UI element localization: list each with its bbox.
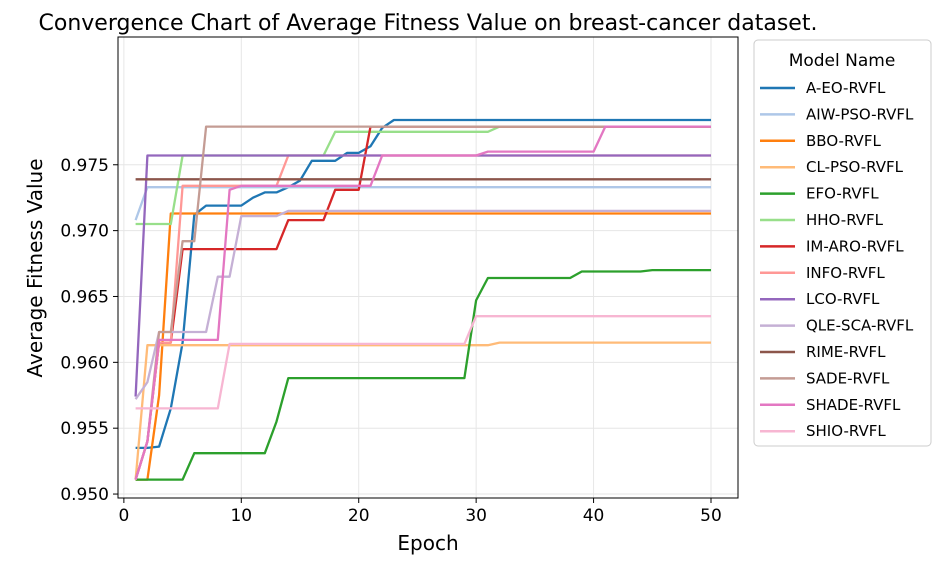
x-axis-label: Epoch xyxy=(397,531,458,555)
legend-label: SHIO-RVFL xyxy=(806,422,886,440)
legend-item: RIME-RVFL xyxy=(760,343,886,361)
legend-item: SADE-RVFL xyxy=(760,369,890,387)
legend-item: AIW-PSO-RVFL xyxy=(760,105,914,123)
legend-label: RIME-RVFL xyxy=(806,343,886,361)
series-line-hho-rvfl xyxy=(135,125,711,226)
legend-items: A-EO-RVFL AIW-PSO-RVFL BBO-RVFL CL-PSO-RVFL… xyxy=(760,79,914,440)
legend-item: SHADE-RVFL xyxy=(760,396,901,414)
x-tick-label: 50 xyxy=(700,506,722,526)
legend-label: SADE-RVFL xyxy=(806,369,890,387)
y-tick-label: 0.960 xyxy=(60,353,109,373)
plot-frame xyxy=(117,36,739,499)
x-axis-ticks: 0 10 20 30 40 50 xyxy=(118,498,722,526)
legend-item: INFO-RVFL xyxy=(760,264,885,282)
series-line-a-eo-rvfl xyxy=(135,118,711,450)
legend-item: EFO-RVFL xyxy=(760,185,879,203)
legend-item: A-EO-RVFL xyxy=(760,79,886,97)
legend-label: INFO-RVFL xyxy=(806,264,885,282)
legend-item: HHO-RVFL xyxy=(760,211,884,229)
legend-label: LCO-RVFL xyxy=(806,290,880,308)
legend-item: BBO-RVFL xyxy=(760,132,881,150)
legend-label: AIW-PSO-RVFL xyxy=(806,105,914,123)
series-line-bbo-rvfl xyxy=(135,212,711,481)
y-tick-label: 0.975 xyxy=(60,156,109,176)
legend-label: HHO-RVFL xyxy=(806,211,884,229)
y-tick-label: 0.950 xyxy=(60,485,109,505)
grid xyxy=(118,37,738,498)
legend-item: SHIO-RVFL xyxy=(760,422,886,440)
legend-label: EFO-RVFL xyxy=(806,185,879,203)
series-line-cl-pso-rvfl xyxy=(134,341,711,480)
y-axis-ticks: 0.950 0.955 0.960 0.965 0.970 0.975 xyxy=(60,156,118,505)
legend-item: IM-ARO-RVFL xyxy=(760,237,904,255)
y-tick-label: 0.965 xyxy=(60,287,109,307)
series-line-aiw-pso-rvfl xyxy=(134,186,711,221)
series-line-info-rvfl xyxy=(134,154,711,480)
x-tick-label: 10 xyxy=(230,506,252,526)
y-tick-label: 0.970 xyxy=(60,222,109,242)
x-tick-label: 20 xyxy=(348,506,370,526)
legend-title: Model Name xyxy=(789,51,896,71)
x-tick-label: 40 xyxy=(583,506,605,526)
series-lines xyxy=(134,118,711,481)
series-line-shio-rvfl xyxy=(135,315,711,410)
legend-item: LCO-RVFL xyxy=(760,290,880,308)
chart-title: Convergence Chart of Average Fitness Val… xyxy=(39,11,818,36)
legend-item: QLE-SCA-RVFL xyxy=(760,317,914,335)
series-line-shade-rvfl xyxy=(134,125,711,480)
legend-label: BBO-RVFL xyxy=(806,132,881,150)
y-tick-label: 0.955 xyxy=(60,419,109,439)
legend: Model Name A-EO-RVFL AIW-PSO-RVFL BBO-RVFL… xyxy=(753,39,932,447)
legend-label: QLE-SCA-RVFL xyxy=(806,317,914,335)
x-tick-label: 0 xyxy=(118,506,129,526)
y-axis-label: Average Fitness Value xyxy=(23,158,47,377)
legend-item: CL-PSO-RVFL xyxy=(760,158,904,176)
legend-label: SHADE-RVFL xyxy=(806,396,901,414)
legend-label: IM-ARO-RVFL xyxy=(806,237,904,255)
legend-box xyxy=(753,39,932,447)
legend-label: A-EO-RVFL xyxy=(806,79,886,97)
legend-label: CL-PSO-RVFL xyxy=(806,158,904,176)
series-line-efo-rvfl xyxy=(135,268,711,481)
x-tick-label: 30 xyxy=(465,506,487,526)
series-line-qle-sca-rvfl xyxy=(134,209,711,400)
